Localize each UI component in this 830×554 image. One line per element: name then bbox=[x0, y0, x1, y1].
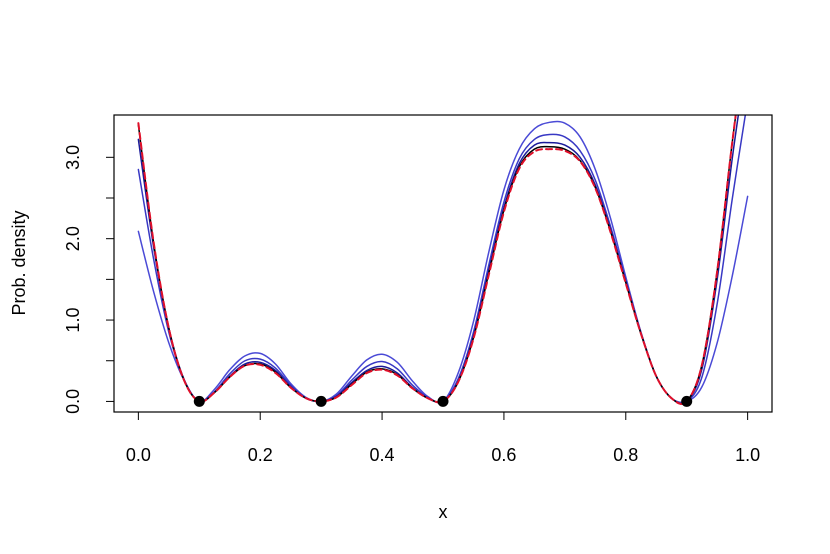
y-tick-label: 0.0 bbox=[63, 389, 83, 414]
y-axis: 0.0 1.0 2.0 3.0 bbox=[63, 145, 115, 414]
data-point bbox=[193, 395, 205, 407]
data-point bbox=[437, 395, 449, 407]
density-curve-4 bbox=[137, 115, 737, 405]
x-axis-title: x bbox=[439, 502, 448, 522]
data-point bbox=[681, 395, 693, 407]
x-tick-label: 0.2 bbox=[248, 445, 273, 465]
x-tick-label: 1.0 bbox=[735, 445, 760, 465]
x-axis: 0.0 0.2 0.4 0.6 0.8 1.0 bbox=[126, 411, 760, 465]
y-tick-label: 3.0 bbox=[63, 145, 83, 170]
density-curve-5 bbox=[137, 115, 737, 405]
density-curve-3 bbox=[137, 115, 740, 405]
y-axis-title: Prob. density bbox=[9, 210, 29, 315]
x-tick-label: 0.4 bbox=[370, 445, 395, 465]
y-tick-label: 1.0 bbox=[63, 308, 83, 333]
points-layer bbox=[193, 395, 693, 407]
density-curve-2 bbox=[137, 115, 747, 404]
x-tick-label: 0.6 bbox=[491, 445, 516, 465]
series-layer bbox=[137, 115, 749, 405]
y-tick-label: 2.0 bbox=[63, 226, 83, 251]
data-point bbox=[315, 395, 327, 407]
x-tick-label: 0.0 bbox=[126, 445, 151, 465]
density-curve-1 bbox=[137, 120, 749, 404]
x-tick-label: 0.8 bbox=[613, 445, 638, 465]
plot-frame bbox=[113, 114, 773, 413]
